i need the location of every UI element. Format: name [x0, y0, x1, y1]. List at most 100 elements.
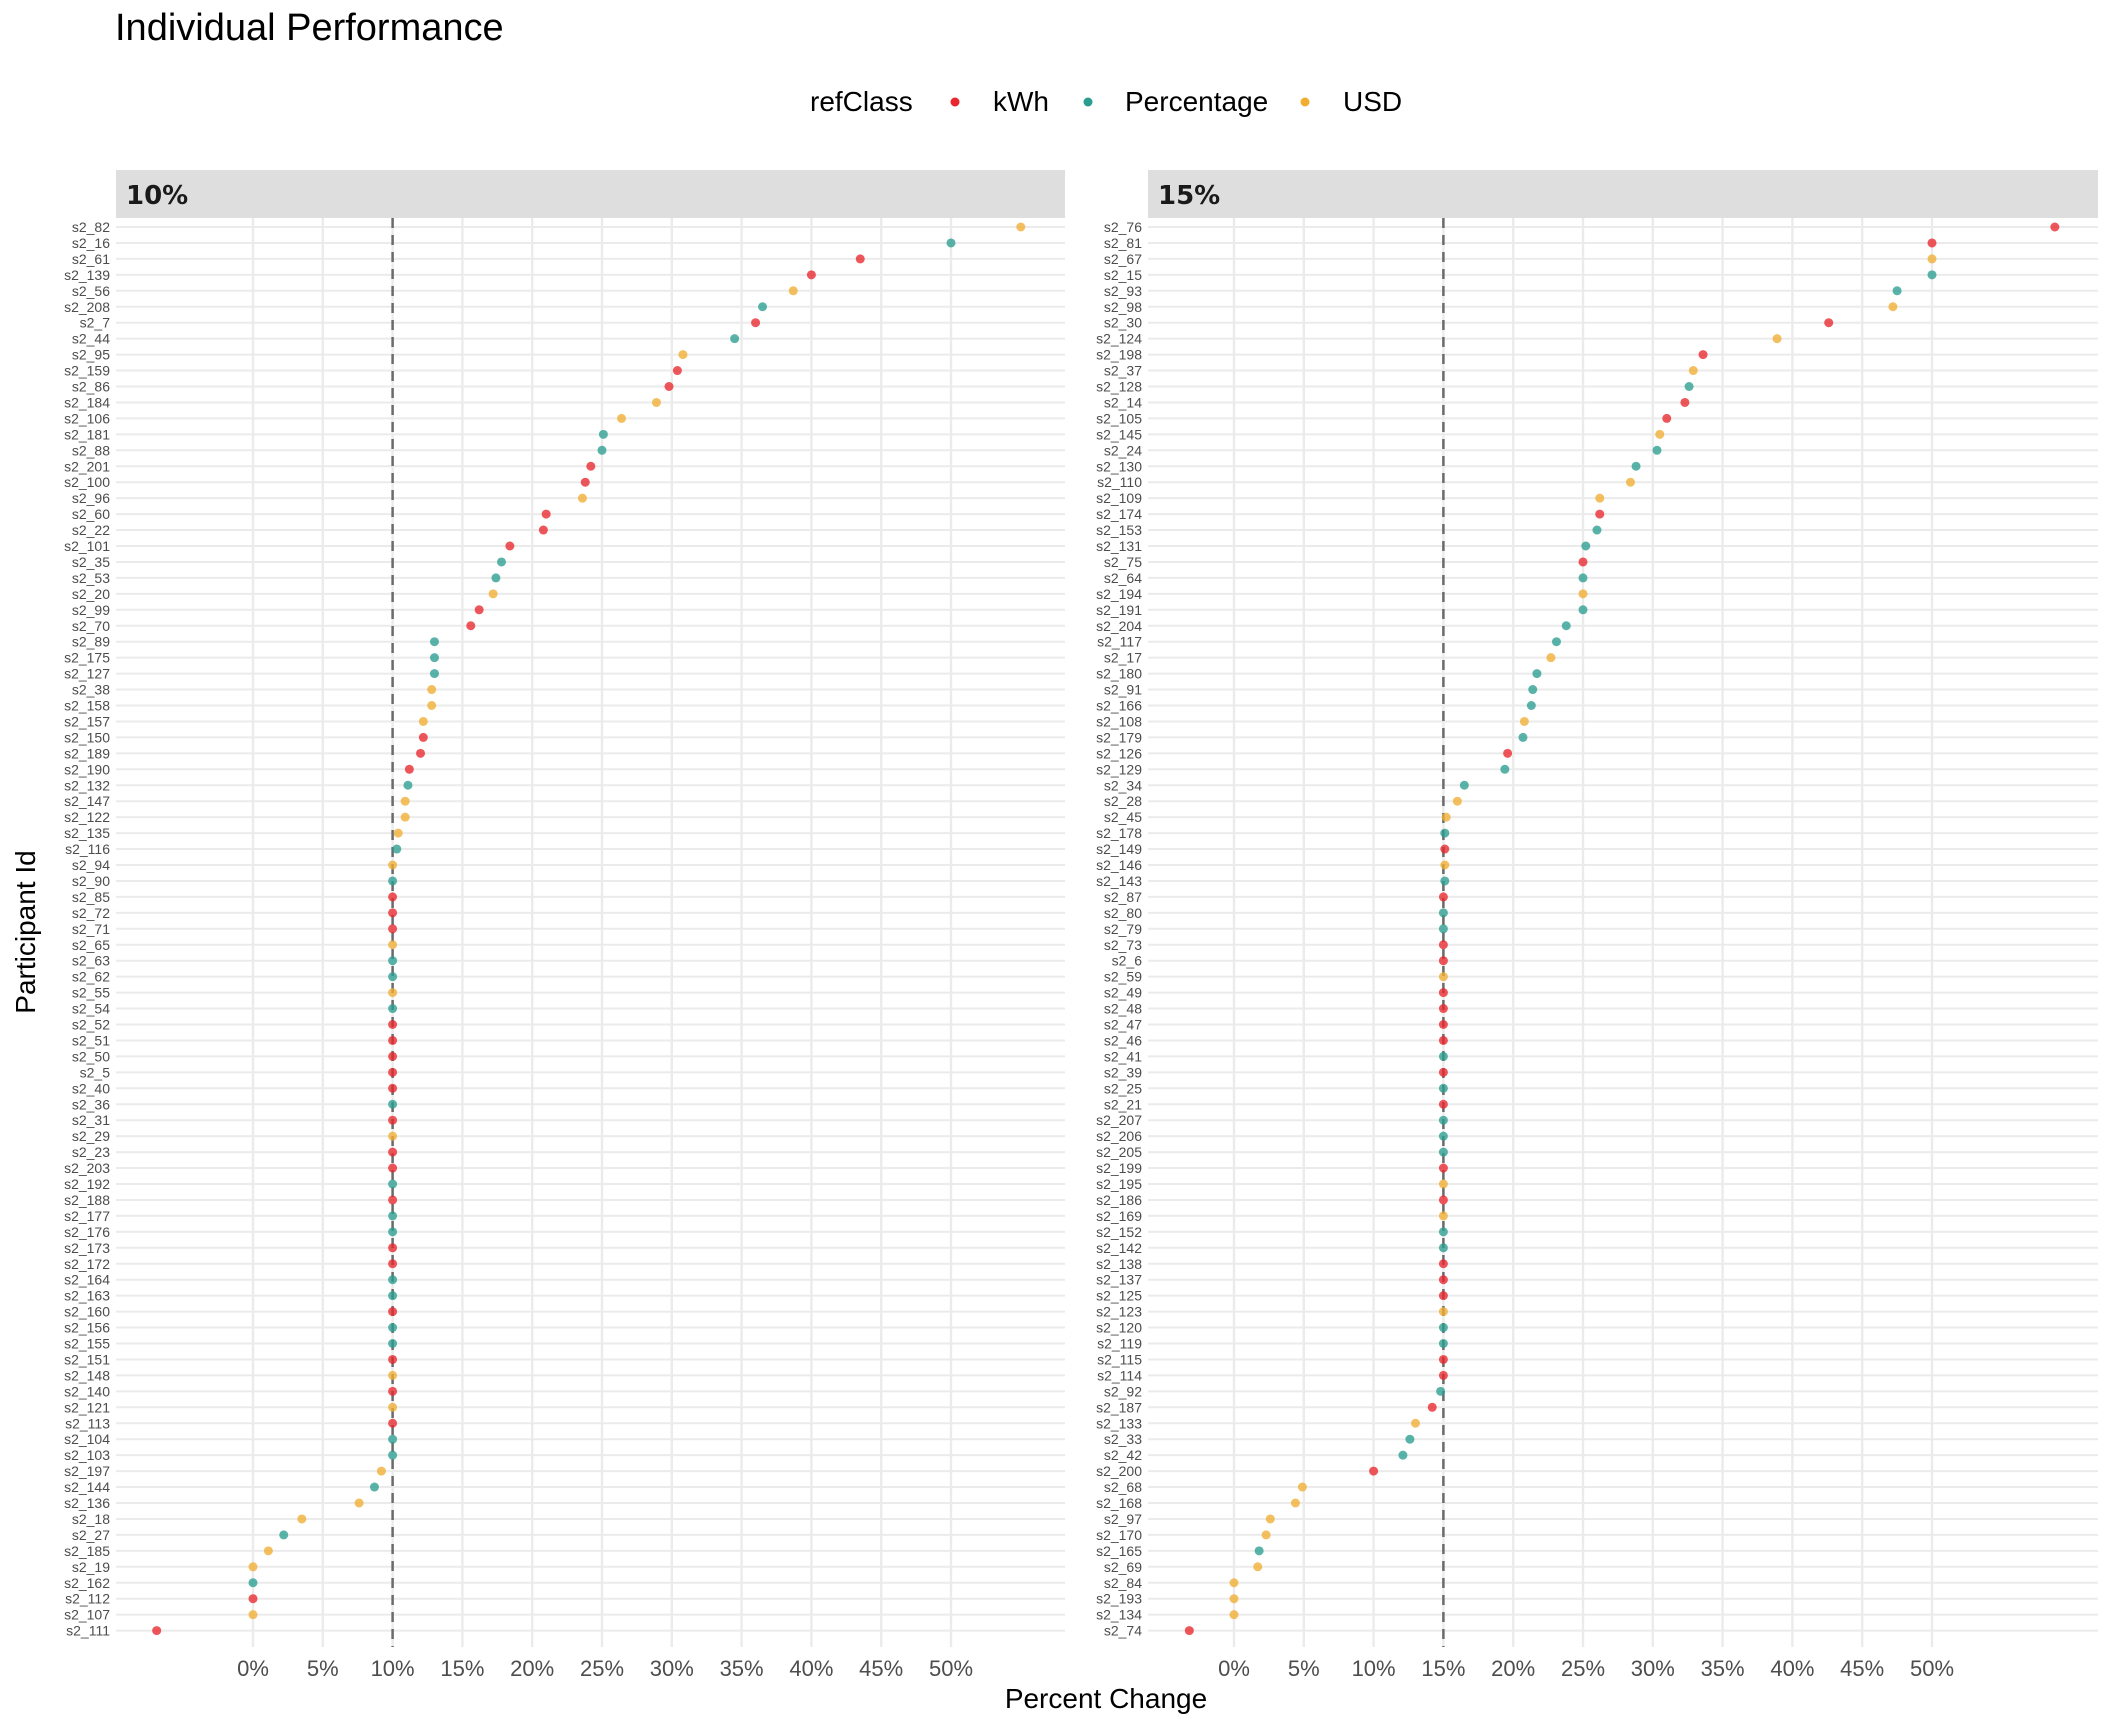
y-tick-label: s2_117	[1097, 634, 1142, 650]
data-point-s2-79	[1438, 924, 1448, 934]
y-tick-label: s2_89	[72, 634, 110, 650]
data-point-s2-150	[418, 732, 428, 742]
data-point-s2-146	[1440, 860, 1450, 870]
y-tick-label: s2_142	[1096, 1240, 1142, 1256]
data-point-s2-101	[505, 541, 515, 551]
data-point-s2-191	[1578, 605, 1588, 615]
y-tick-label: s2_168	[1096, 1495, 1142, 1511]
y-tick-label: s2_190	[64, 761, 110, 777]
y-tick-label: s2_162	[64, 1575, 110, 1591]
y-tick-label: s2_143	[1096, 873, 1142, 889]
y-tick-label: s2_170	[1096, 1527, 1142, 1543]
y-tick-label: s2_131	[1096, 538, 1142, 554]
data-point-s2-86	[664, 382, 674, 391]
y-tick-label: s2_119	[1097, 1336, 1142, 1352]
y-tick-label: s2_147	[64, 793, 110, 809]
data-point-s2-175	[429, 653, 439, 663]
legend-label-usd: USD	[1343, 86, 1402, 117]
data-point-s2-194	[1578, 589, 1588, 599]
x-tick-label: 40%	[1770, 1656, 1814, 1681]
y-tick-label: s2_28	[1104, 793, 1142, 809]
data-point-s2-56	[788, 286, 798, 296]
y-tick-label: s2_59	[1104, 969, 1142, 985]
data-point-s2-188	[388, 1195, 398, 1205]
y-tick-label: s2_60	[72, 506, 110, 522]
data-point-s2-192	[388, 1179, 398, 1189]
data-point-s2-130	[1631, 461, 1641, 471]
y-tick-label: s2_81	[1104, 235, 1142, 251]
data-point-s2-176	[388, 1227, 398, 1237]
y-tick-label: s2_184	[64, 394, 110, 410]
y-tick-label: s2_174	[1096, 506, 1142, 522]
y-tick-label: s2_156	[64, 1320, 110, 1336]
data-point-s2-82	[1016, 222, 1026, 232]
data-point-s2-110	[1625, 477, 1635, 487]
data-point-s2-137	[1438, 1275, 1448, 1285]
data-point-s2-152	[1438, 1227, 1448, 1237]
y-tick-label: s2_145	[1096, 426, 1142, 442]
data-point-s2-157	[418, 716, 428, 726]
data-point-s2-94	[388, 860, 398, 870]
data-point-s2-62	[388, 972, 398, 982]
y-tick-label: s2_31	[72, 1112, 110, 1128]
y-tick-label: s2_17	[1104, 650, 1142, 666]
y-tick-label: s2_159	[64, 363, 110, 379]
data-point-s2-166	[1526, 701, 1536, 710]
y-tick-label: s2_123	[1096, 1304, 1142, 1320]
x-tick-label: 45%	[859, 1656, 903, 1681]
y-tick-label: s2_29	[72, 1128, 110, 1144]
y-tick-label: s2_108	[1096, 713, 1142, 729]
y-tick-label: s2_70	[72, 618, 110, 634]
facet-panel-15pct: 15% 0% 5% 10% 15% 20% 25% 30% 35% 40% 45% 50% s2_76…	[1096, 170, 2098, 1681]
x-tick-label: 50%	[929, 1656, 973, 1681]
y-tick-label: s2_139	[64, 267, 110, 283]
y-tick-label: s2_15	[1104, 267, 1142, 283]
data-point-s2-115	[1438, 1354, 1448, 1364]
y-tick-label: s2_172	[64, 1256, 110, 1272]
facet-strip	[116, 170, 1065, 218]
data-point-s2-116	[392, 844, 402, 854]
data-point-s2-70	[466, 621, 476, 631]
data-point-s2-51	[388, 1035, 398, 1045]
y-tick-label: s2_199	[1096, 1160, 1142, 1176]
data-point-s2-139	[806, 270, 816, 280]
data-point-s2-145	[1655, 429, 1665, 439]
data-point-s2-55	[388, 988, 398, 998]
x-tick-label: 35%	[1701, 1656, 1745, 1681]
data-point-s2-44	[730, 334, 740, 344]
x-tick-label: 10%	[1352, 1656, 1396, 1681]
data-point-s2-87	[1438, 892, 1448, 902]
data-point-s2-201	[586, 461, 596, 471]
y-tick-label: s2_30	[1104, 315, 1142, 331]
x-tick-label: 15%	[440, 1656, 484, 1681]
y-tick-label: s2_41	[1104, 1048, 1142, 1064]
data-point-s2-170	[1261, 1530, 1271, 1540]
data-point-s2-52	[388, 1020, 398, 1029]
y-tick-label: s2_198	[1096, 347, 1142, 363]
data-point-s2-54	[388, 1004, 398, 1014]
x-axis-title: Percent Change	[1005, 1683, 1207, 1714]
y-tick-label: s2_22	[72, 522, 110, 538]
y-tick-label: s2_48	[1104, 1001, 1142, 1017]
y-tick-label: s2_146	[1096, 857, 1142, 873]
y-tick-label: s2_200	[1096, 1463, 1142, 1479]
x-tick-label: 45%	[1840, 1656, 1884, 1681]
y-tick-label: s2_24	[1104, 442, 1142, 458]
data-point-s2-128	[1684, 382, 1694, 391]
y-tick-label: s2_148	[64, 1367, 110, 1383]
data-point-s2-143	[1440, 876, 1450, 886]
y-tick-label: s2_124	[1096, 331, 1142, 347]
y-tick-label: s2_103	[64, 1447, 110, 1463]
y-tick-label: s2_73	[1104, 937, 1142, 953]
y-tick-label: s2_180	[1096, 666, 1142, 682]
data-point-s2-107	[248, 1610, 258, 1620]
y-tick-label: s2_55	[72, 985, 110, 1001]
y-tick-label: s2_27	[72, 1527, 110, 1543]
y-tick-label: s2_204	[1096, 618, 1142, 634]
data-point-s2-80	[1438, 908, 1448, 918]
data-point-s2-109	[1595, 493, 1605, 503]
y-tick-label: s2_127	[64, 666, 110, 682]
data-point-s2-34	[1459, 780, 1469, 790]
y-tick-label: s2_75	[1104, 554, 1142, 570]
y-tick-label: s2_7	[80, 315, 111, 331]
